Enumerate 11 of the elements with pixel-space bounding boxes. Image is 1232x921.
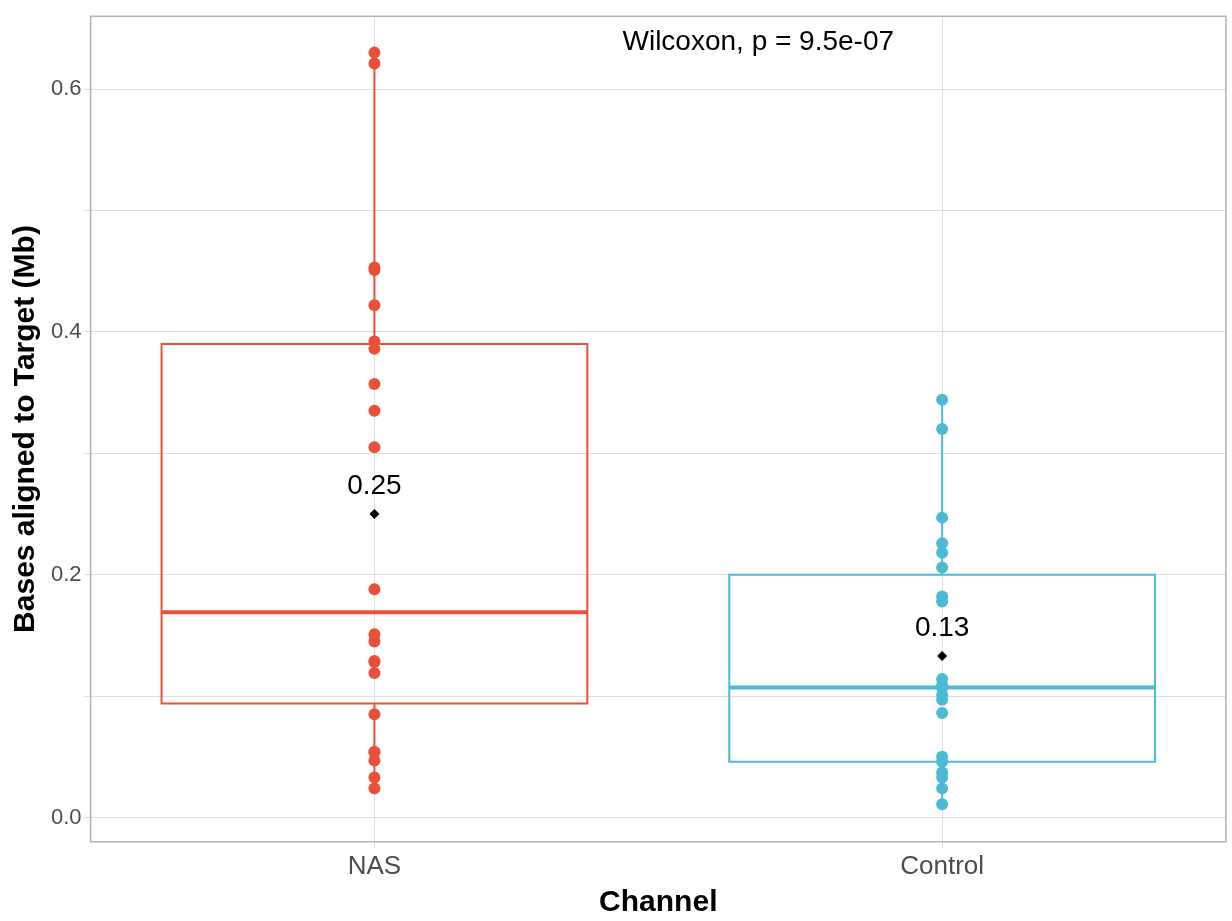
y-tick-label: 0.4 <box>50 317 82 343</box>
y-tick-label: 0.0 <box>50 803 82 829</box>
y-tick-label: 0.2 <box>50 560 82 586</box>
x-tick-label: Control <box>900 849 985 880</box>
x-axis-title: Channel <box>599 884 718 918</box>
y-tick-label: 0.6 <box>50 75 82 101</box>
annotation: 0.25 <box>347 468 402 500</box>
annotation: Wilcoxon, p = 9.5e-07 <box>622 24 895 56</box>
y-axis-title: Bases aligned to Target (Mb) <box>7 225 41 633</box>
x-tick-label: NAS <box>347 849 402 880</box>
annotation: 0.13 <box>914 610 970 642</box>
